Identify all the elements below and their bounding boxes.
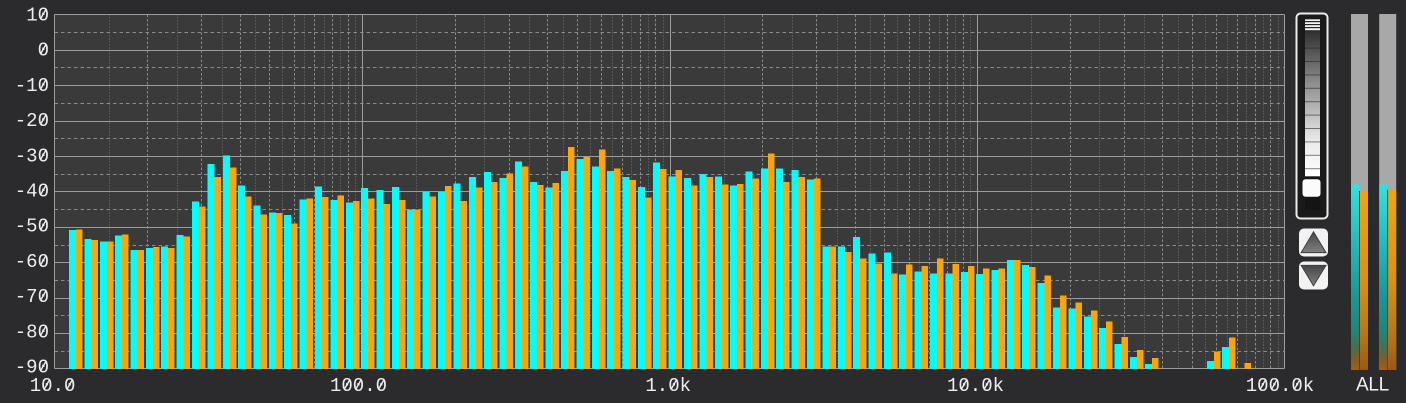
svg-text:10.0: 10.0: [30, 375, 76, 397]
svg-text:100.0k: 100.0k: [1246, 375, 1314, 397]
svg-text:-50: -50: [15, 216, 49, 238]
svg-text:-20: -20: [15, 110, 49, 132]
svg-text:-90: -90: [15, 357, 49, 379]
svg-text:-40: -40: [15, 181, 49, 203]
svg-text:1.0k: 1.0k: [645, 375, 691, 397]
svg-text:10.0k: 10.0k: [947, 375, 1004, 397]
svg-text:10: 10: [26, 5, 49, 27]
svg-text:-70: -70: [15, 286, 49, 308]
svg-text:-80: -80: [15, 321, 49, 343]
svg-text:-30: -30: [15, 145, 49, 167]
svg-text:100.0: 100.0: [330, 375, 387, 397]
svg-text:ALL: ALL: [1356, 375, 1389, 396]
svg-text:0: 0: [38, 40, 49, 62]
svg-text:-60: -60: [15, 251, 49, 273]
svg-text:-10: -10: [15, 75, 49, 97]
